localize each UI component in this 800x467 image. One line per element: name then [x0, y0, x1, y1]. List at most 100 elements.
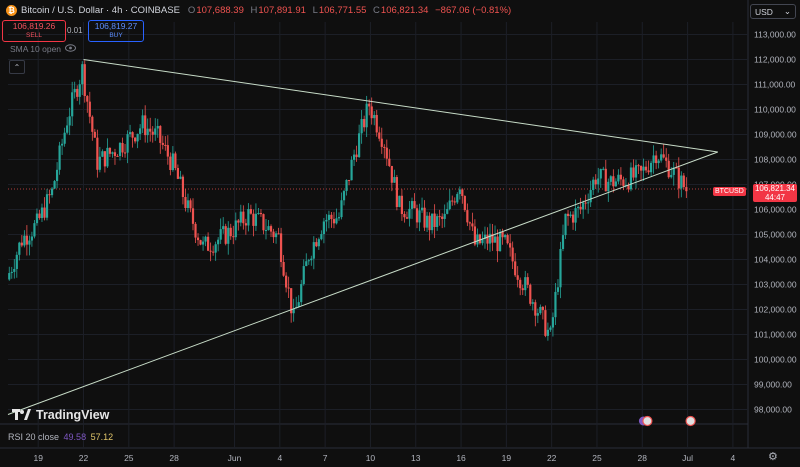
last-price-label: BTCUSD 106,821.34 44:47	[713, 184, 797, 202]
candle-body	[307, 260, 310, 262]
candle-body	[501, 231, 504, 238]
sma-indicator[interactable]: SMA 10 open	[10, 44, 77, 54]
candle-body	[428, 215, 431, 231]
candle-body	[564, 213, 567, 236]
candle-body	[249, 209, 252, 214]
eye-icon[interactable]	[65, 44, 77, 54]
candle-body	[53, 181, 56, 189]
candle-body	[352, 154, 356, 160]
candle-body	[569, 214, 572, 217]
candle-body	[368, 103, 371, 107]
candle-body	[478, 234, 482, 244]
open-label: O	[187, 4, 196, 16]
buy-price: 106,819.27	[94, 21, 138, 31]
candle-body	[232, 236, 235, 238]
time-tick: 16	[456, 453, 466, 463]
candle-body	[222, 226, 225, 230]
candle-body	[126, 134, 129, 153]
symbol-title[interactable]: Bitcoin / U.S. Dollar · 4h · COINBASE	[21, 4, 180, 16]
tradingview-logo[interactable]: TradingView	[12, 408, 109, 422]
price-tick: 109,000.00	[754, 130, 797, 140]
candle-body	[161, 142, 164, 145]
candle-body	[322, 221, 325, 235]
candle-body	[325, 219, 328, 222]
tradingview-logo-icon	[12, 409, 31, 420]
buy-button[interactable]: 106,819.27 BUY	[88, 20, 144, 42]
candle-body	[312, 242, 315, 259]
candle-body	[166, 145, 169, 157]
candle-body	[141, 115, 144, 129]
rsi-legend[interactable]: RSI 20 close 49.58 57.12	[8, 432, 113, 442]
candle-body	[592, 179, 595, 191]
time-tick: 4	[277, 453, 282, 463]
candle-body	[405, 217, 409, 219]
price-tick: 111,000.00	[754, 80, 796, 90]
candle-body	[609, 176, 612, 182]
candle-body	[521, 288, 524, 291]
gear-icon[interactable]: ⚙	[768, 451, 778, 463]
candle-body	[471, 223, 474, 227]
time-axis: 19 22 25 28 Jun 4 7 10 13 16 19 22 25 28 Jul 4	[33, 453, 735, 463]
candle-body	[111, 152, 114, 154]
candle-body	[355, 154, 358, 158]
buy-label: BUY	[109, 32, 123, 39]
event-marker	[685, 415, 696, 427]
candle-body	[559, 248, 562, 288]
tradingview-logo-text: TradingView	[36, 408, 110, 422]
candle-body	[662, 154, 665, 158]
candle-body	[498, 231, 502, 252]
candle-body	[123, 152, 127, 154]
candle-body	[131, 132, 134, 138]
high-label: H	[250, 4, 258, 16]
candle-body	[408, 208, 411, 219]
currency-select[interactable]: USD ⌄	[750, 4, 796, 19]
spread-value: 0.01	[67, 26, 83, 35]
candle-body	[78, 84, 81, 97]
candle-body	[496, 236, 499, 252]
candle-body	[504, 235, 507, 238]
candle-body	[456, 194, 459, 203]
chevron-up-icon: ⌃	[13, 62, 21, 72]
grid	[0, 0, 800, 449]
candle-body	[652, 155, 655, 163]
candle-body	[395, 177, 398, 208]
price-tick: 100,000.00	[754, 355, 797, 365]
candle-body	[61, 143, 64, 146]
candle-body	[443, 213, 446, 219]
symbol-header: ₿ Bitcoin / U.S. Dollar · 4h · COINBASE …	[0, 0, 745, 20]
candle-body	[551, 317, 555, 328]
candle-body	[423, 207, 426, 228]
candle-body	[96, 137, 99, 170]
candle-body	[667, 160, 670, 178]
sma-label: SMA 10 open	[10, 44, 62, 54]
candle-body	[410, 201, 414, 209]
candle-body	[315, 242, 318, 247]
candle-body	[468, 222, 471, 224]
candle-body	[340, 200, 343, 218]
candle-body	[33, 223, 36, 237]
sell-button[interactable]: 106,819.26 SELL	[2, 20, 66, 42]
currency-value: USD	[755, 6, 773, 17]
candle-body	[10, 271, 13, 274]
candle-body	[589, 190, 592, 203]
candle-body	[212, 251, 215, 253]
candle-body	[665, 157, 668, 161]
candle-body	[35, 213, 39, 224]
candle-body	[169, 156, 172, 171]
candle-body	[380, 138, 383, 147]
candle-body	[554, 291, 557, 318]
candle-body	[526, 277, 529, 285]
candle-body	[174, 153, 177, 169]
bar-countdown: 44:47	[764, 193, 786, 202]
price-tick: 98,000.00	[754, 405, 792, 415]
candle-body	[86, 96, 89, 102]
candle-body	[451, 200, 454, 202]
candle-body	[45, 194, 49, 218]
candle-body	[332, 219, 336, 224]
candle-body	[25, 235, 28, 245]
candle-body	[373, 114, 376, 119]
collapse-legend-button[interactable]: ⌃	[9, 60, 25, 74]
last-price: 106,821.34	[754, 184, 796, 193]
